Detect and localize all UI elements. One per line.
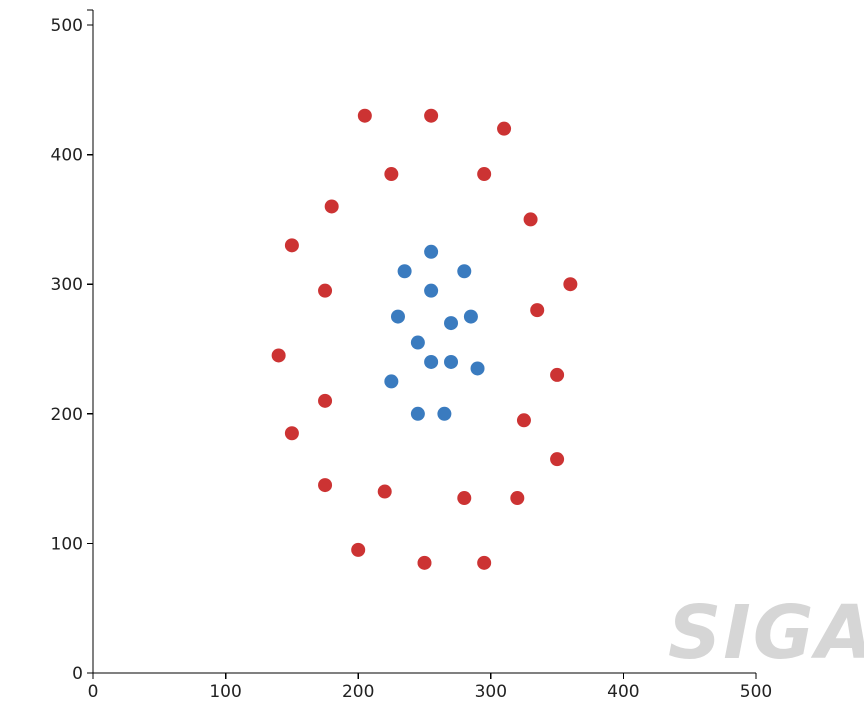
data-point	[550, 367, 565, 382]
data-point	[563, 277, 578, 292]
data-point	[351, 542, 366, 557]
data-point	[284, 426, 299, 441]
data-point	[457, 264, 472, 279]
x-axis-ticks: 0 100 200 300 400 500	[88, 673, 772, 702]
data-point	[477, 555, 492, 570]
x-tick-label: 500	[740, 682, 772, 702]
data-point	[390, 309, 405, 324]
data-point	[384, 167, 399, 182]
data-point	[477, 167, 492, 182]
y-tick-label: 0	[72, 664, 83, 684]
x-tick-label: 200	[342, 682, 374, 702]
y-tick-label: 300	[51, 275, 83, 295]
data-point	[357, 108, 372, 123]
data-point	[318, 393, 333, 408]
data-points	[271, 108, 578, 570]
watermark-logo: SIGAI	[668, 590, 864, 676]
series-blue	[384, 244, 485, 421]
x-tick-label: 0	[88, 682, 99, 702]
data-point	[444, 354, 459, 369]
x-tick-label: 400	[607, 682, 639, 702]
data-point	[417, 555, 432, 570]
data-point	[463, 309, 478, 324]
y-tick-label: 200	[51, 405, 83, 425]
data-point	[516, 413, 531, 428]
data-point	[424, 244, 439, 259]
x-tick-label: 100	[209, 682, 241, 702]
data-point	[318, 478, 333, 493]
data-point	[318, 283, 333, 298]
data-point	[384, 374, 399, 389]
data-point	[497, 121, 512, 136]
data-point	[444, 316, 459, 331]
series-red	[271, 108, 578, 570]
data-point	[424, 354, 439, 369]
data-point	[530, 303, 545, 318]
y-axis-ticks: 0 100 200 300 400 500	[51, 16, 93, 684]
data-point	[424, 108, 439, 123]
data-point	[397, 264, 412, 279]
data-point	[457, 491, 472, 506]
data-point	[437, 406, 452, 421]
data-point	[410, 335, 425, 350]
data-point	[470, 361, 485, 376]
y-tick-label: 400	[51, 146, 83, 166]
data-point	[523, 212, 538, 227]
y-tick-label: 500	[51, 16, 83, 36]
data-point	[424, 283, 439, 298]
data-point	[510, 491, 525, 506]
data-point	[324, 199, 339, 214]
data-point	[550, 452, 565, 467]
data-point	[410, 406, 425, 421]
x-tick-label: 300	[475, 682, 507, 702]
data-point	[377, 484, 392, 499]
y-tick-label: 100	[51, 534, 83, 554]
data-point	[271, 348, 286, 363]
data-point	[284, 238, 299, 253]
